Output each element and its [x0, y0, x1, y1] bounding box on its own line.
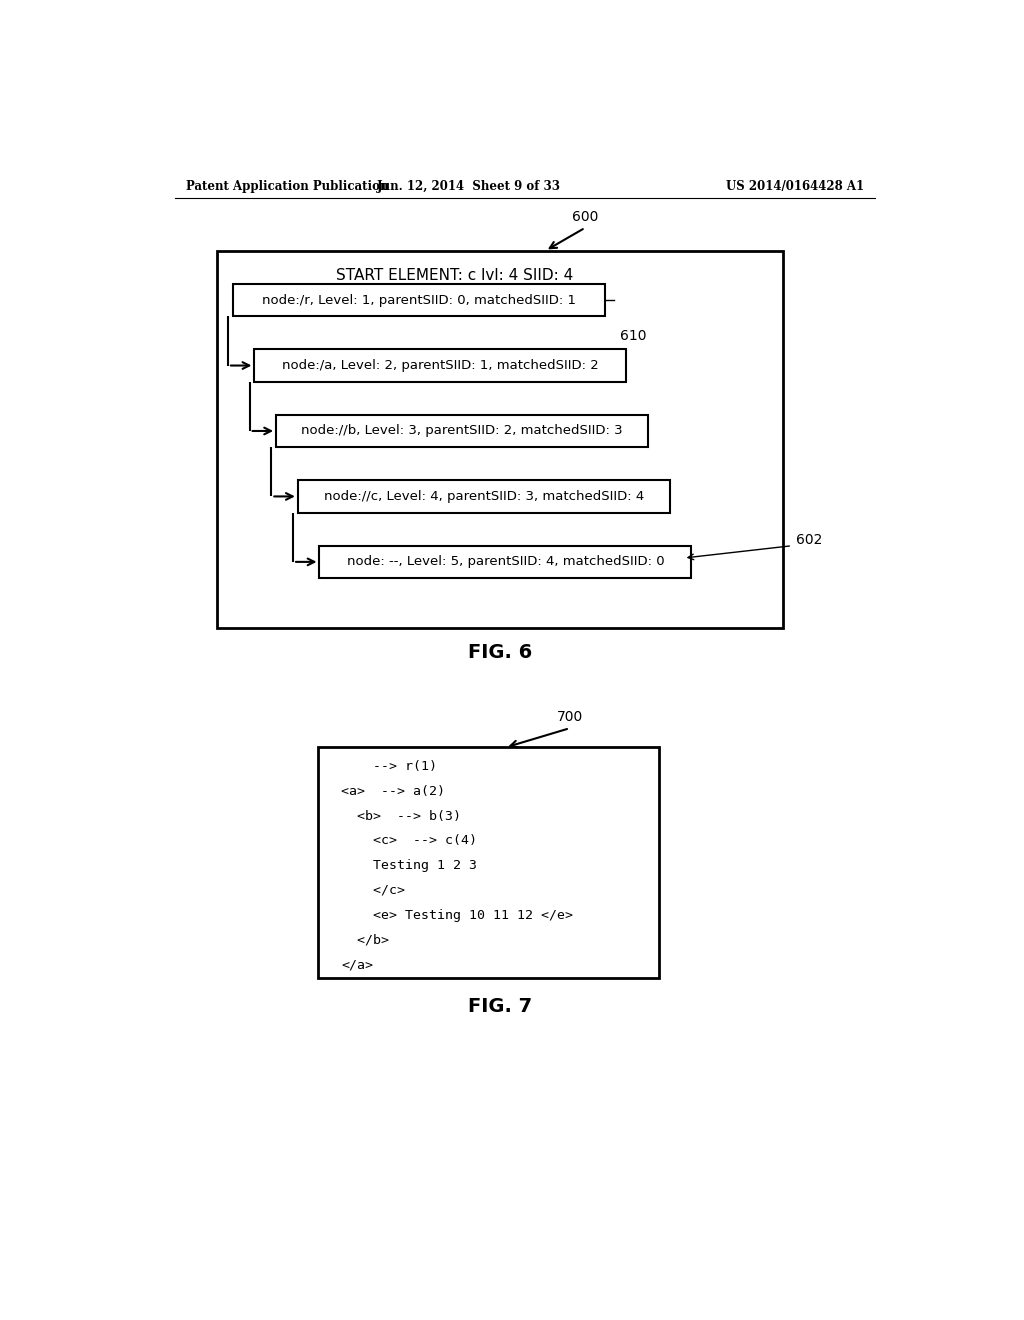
- Text: </a>: </a>: [341, 958, 373, 972]
- Text: <a>  --> a(2): <a> --> a(2): [341, 785, 445, 797]
- Text: Testing 1 2 3: Testing 1 2 3: [341, 859, 477, 873]
- Text: 610: 610: [621, 329, 646, 342]
- Text: node://c, Level: 4, parentSIID: 3, matchedSIID: 4: node://c, Level: 4, parentSIID: 3, match…: [324, 490, 644, 503]
- Text: <b>  --> b(3): <b> --> b(3): [341, 809, 461, 822]
- Bar: [298, 480, 670, 512]
- Text: 700: 700: [557, 710, 583, 725]
- Bar: [317, 747, 658, 978]
- Bar: [232, 284, 604, 317]
- Text: </c>: </c>: [341, 884, 406, 896]
- Text: FIG. 6: FIG. 6: [468, 643, 532, 663]
- Text: node: --, Level: 5, parentSIID: 4, matchedSIID: 0: node: --, Level: 5, parentSIID: 4, match…: [346, 556, 665, 569]
- Text: START ELEMENT: c lvl: 4 SIID: 4: START ELEMENT: c lvl: 4 SIID: 4: [336, 268, 573, 282]
- Bar: [217, 251, 783, 628]
- Text: <c>  --> c(4): <c> --> c(4): [341, 834, 477, 847]
- Text: FIG. 7: FIG. 7: [468, 998, 532, 1016]
- Text: Patent Application Publication: Patent Application Publication: [186, 181, 389, 194]
- Text: 602: 602: [796, 532, 822, 546]
- Text: node://b, Level: 3, parentSIID: 2, matchedSIID: 3: node://b, Level: 3, parentSIID: 2, match…: [301, 425, 623, 437]
- Text: <e> Testing 10 11 12 </e>: <e> Testing 10 11 12 </e>: [341, 908, 573, 921]
- Bar: [254, 350, 627, 381]
- Text: 600: 600: [572, 210, 598, 224]
- Bar: [319, 545, 691, 578]
- Text: </b>: </b>: [341, 933, 389, 946]
- Text: node:/a, Level: 2, parentSIID: 1, matchedSIID: 2: node:/a, Level: 2, parentSIID: 1, matche…: [282, 359, 599, 372]
- Text: --> r(1): --> r(1): [341, 760, 437, 774]
- Bar: [276, 414, 648, 447]
- Text: node:/r, Level: 1, parentSIID: 0, matchedSIID: 1: node:/r, Level: 1, parentSIID: 0, matche…: [261, 293, 575, 306]
- Text: US 2014/0164428 A1: US 2014/0164428 A1: [726, 181, 864, 194]
- Text: Jun. 12, 2014  Sheet 9 of 33: Jun. 12, 2014 Sheet 9 of 33: [377, 181, 561, 194]
